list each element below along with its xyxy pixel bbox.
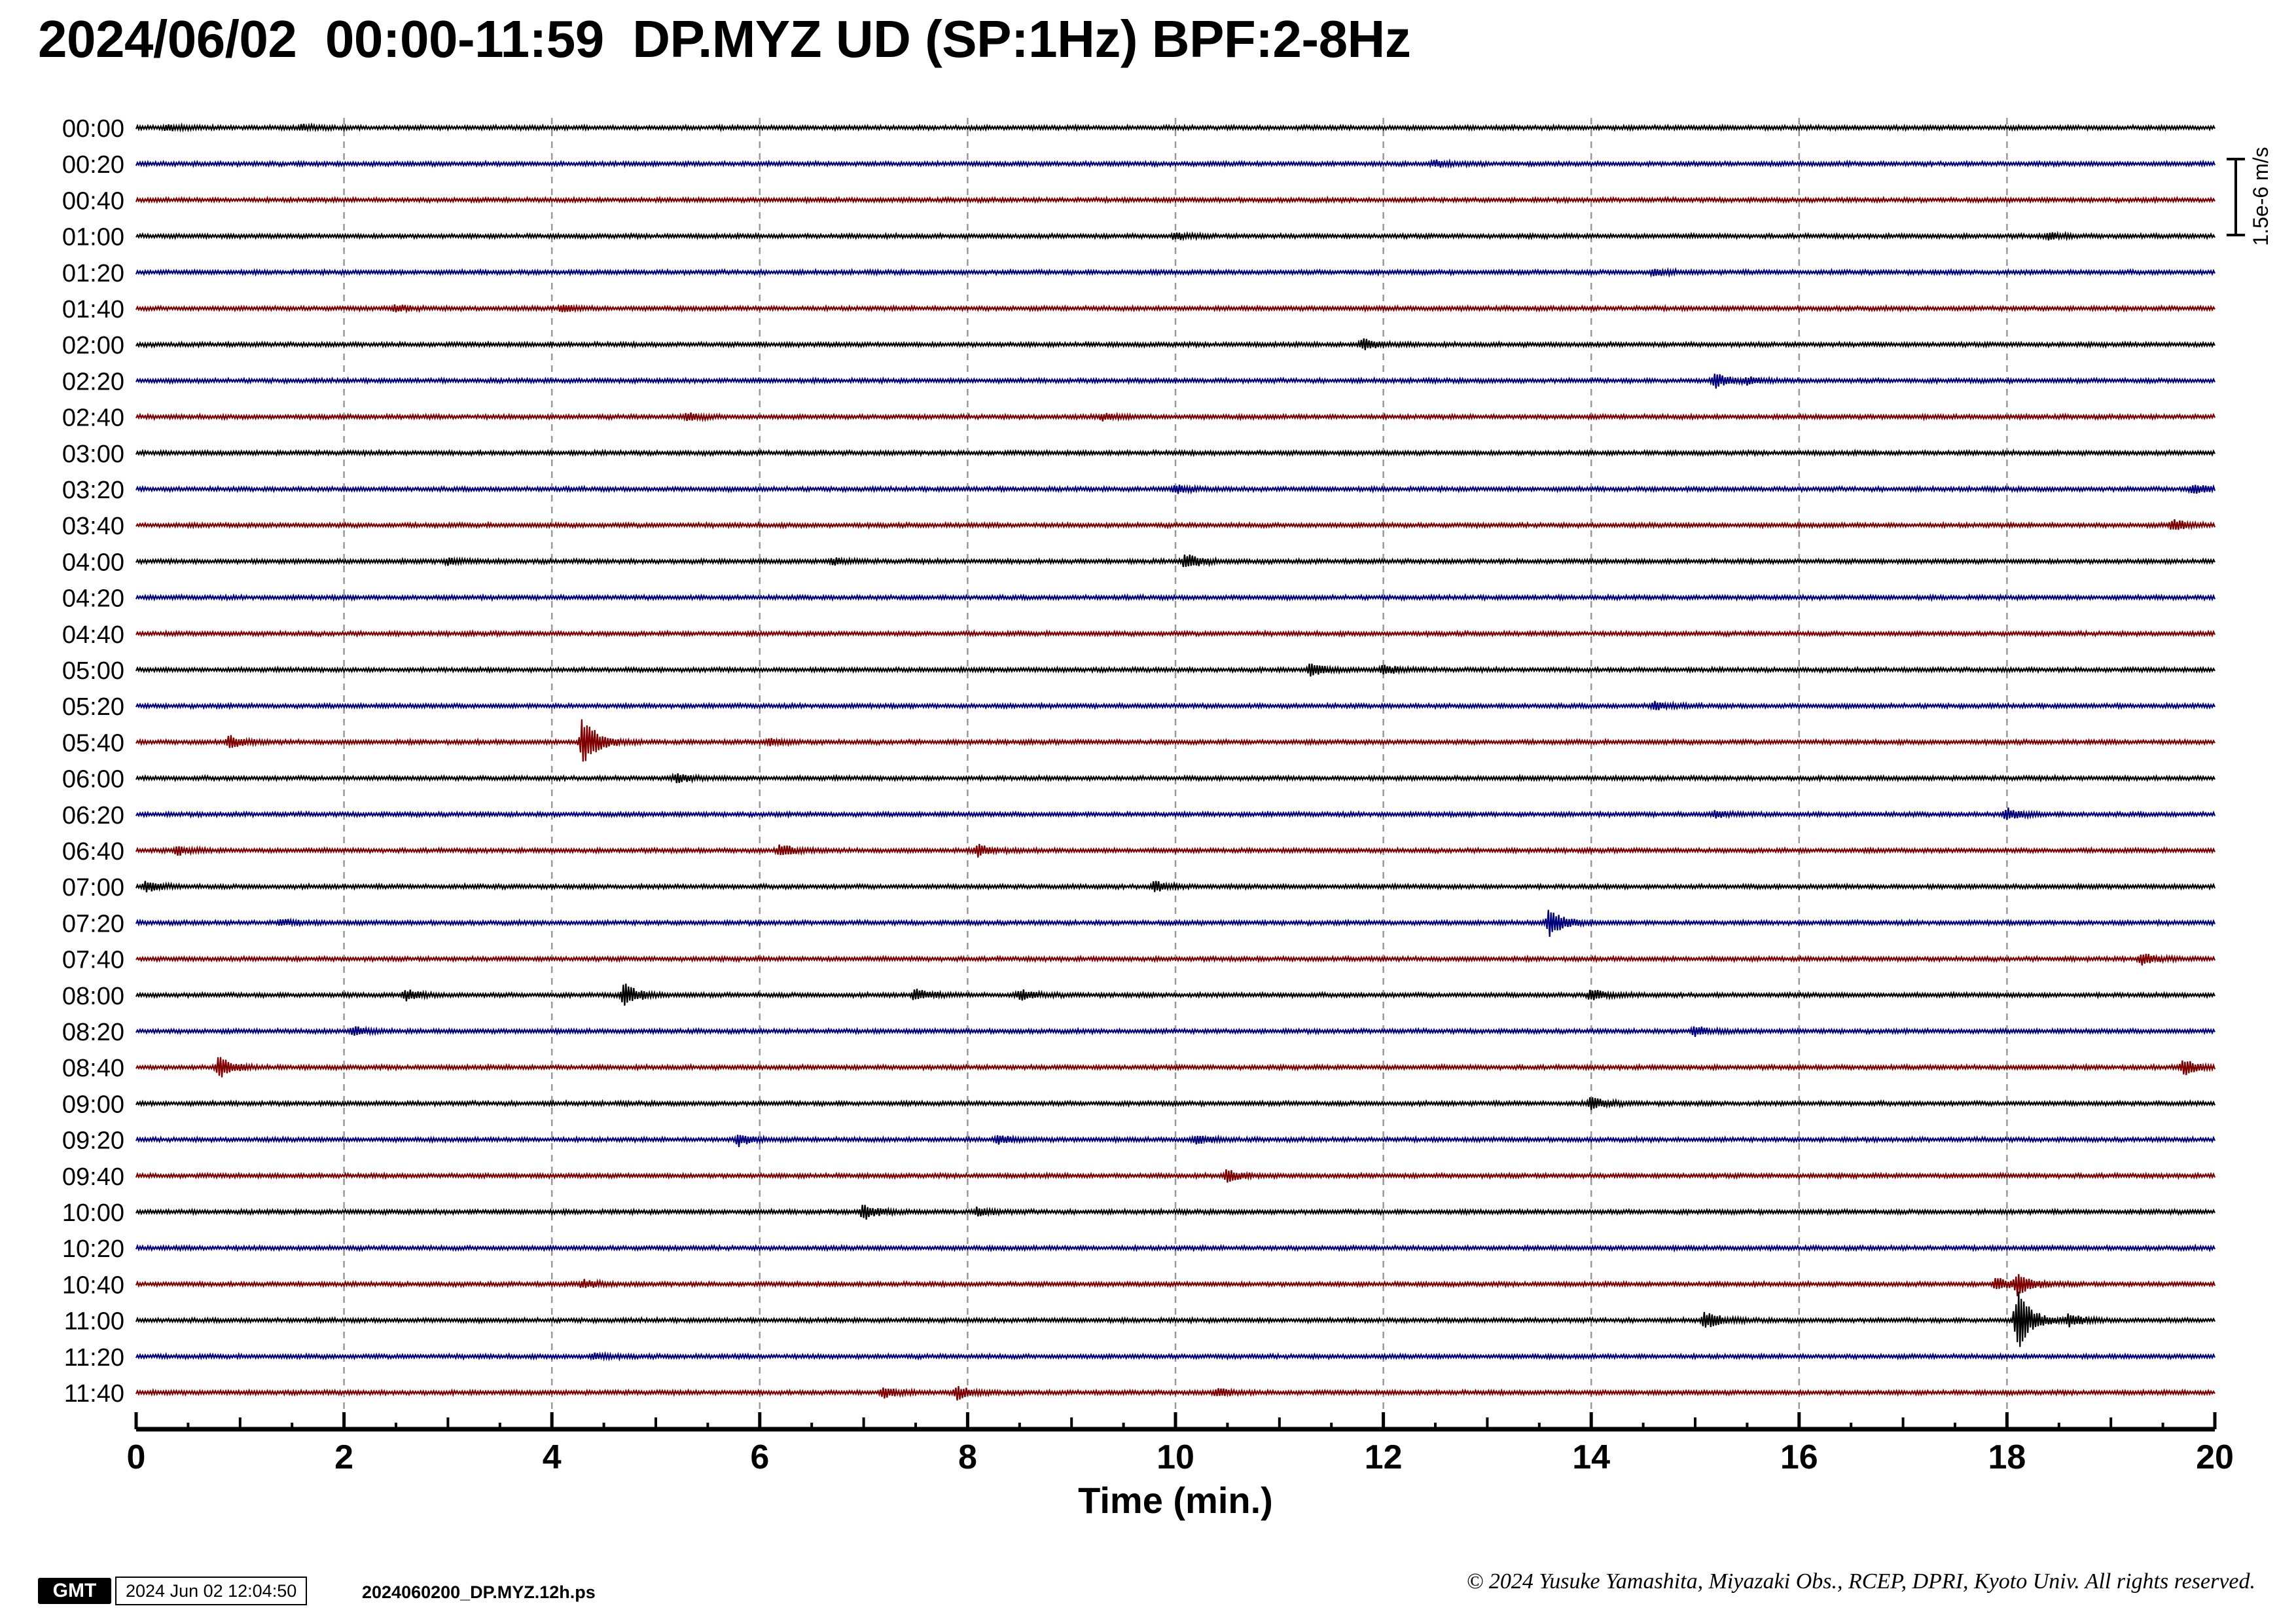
trace-1000: [135, 1205, 2215, 1220]
trace-label: 01:40: [62, 296, 124, 323]
gmt-logo: GMT: [38, 1578, 111, 1604]
x-tick-label: 12: [1365, 1438, 1403, 1476]
file-name: 2024060200_DP.MYZ.12h.ps: [362, 1582, 596, 1602]
trace-1120: [135, 1351, 2216, 1362]
trace-label: 09:00: [62, 1091, 124, 1118]
x-tick-label: 16: [1780, 1438, 1818, 1476]
trace-0900: [135, 1097, 2216, 1110]
trace-label: 05:40: [62, 729, 124, 757]
trace-label: 07:40: [62, 947, 124, 974]
trace-label: 06:40: [62, 838, 124, 866]
trace-time-labels: 00:00 00:20 00:40 01:00 01:20 01:40 02:00 02:20…: [62, 115, 124, 1408]
trace-0400: [135, 554, 2215, 568]
trace-0040: [135, 195, 2215, 205]
time-gridlines: [343, 118, 2008, 1419]
trace-0420: [135, 593, 2216, 602]
x-tick-label: 0: [127, 1438, 146, 1476]
trace-label: 04:00: [62, 549, 124, 576]
trace-0700: [135, 881, 2216, 892]
trace-0120: [135, 266, 2215, 278]
trace-label: 08:20: [62, 1019, 124, 1046]
trace-0020: [135, 158, 2216, 169]
trace-0840: [135, 1057, 2216, 1078]
trace-0520: [135, 700, 2215, 712]
generation-timestamp: 2024 Jun 02 12:04:50: [115, 1577, 308, 1605]
trace-0100: [135, 230, 2215, 242]
trace-label: 01:00: [62, 224, 124, 251]
trace-label: 06:20: [62, 802, 124, 830]
trace-0740: [135, 953, 2216, 966]
trace-0500: [135, 663, 2215, 677]
trace-label: 03:20: [62, 477, 124, 504]
trace-label: 03:40: [62, 513, 124, 540]
trace-1020: [135, 1243, 2215, 1253]
x-axis-label: Time (min.): [1078, 1480, 1273, 1521]
trace-0620: [135, 807, 2216, 820]
trace-0320: [135, 484, 2216, 495]
trace-label: 00:40: [62, 187, 124, 215]
trace-0440: [135, 629, 2216, 638]
trace-label: 11:20: [64, 1344, 124, 1372]
x-tick-label: 2: [334, 1438, 353, 1476]
trace-label: 10:00: [62, 1199, 124, 1227]
trace-label: 09:20: [62, 1127, 124, 1155]
trace-0920: [135, 1134, 2216, 1148]
trace-label: 09:40: [62, 1163, 124, 1191]
trace-label: 10:40: [62, 1271, 124, 1299]
trace-label: 07:20: [62, 910, 124, 938]
trace-label: 00:20: [62, 151, 124, 179]
trace-label: 07:00: [62, 874, 124, 902]
trace-label: 01:20: [62, 260, 124, 287]
trace-0240: [135, 411, 2216, 423]
trace-label: 00:00: [62, 115, 124, 143]
trace-label: 08:00: [62, 983, 124, 1010]
trace-label: 06:00: [62, 766, 124, 793]
x-tick-label: 8: [958, 1438, 977, 1476]
trace-label: 11:00: [64, 1308, 124, 1336]
trace-label: 10:20: [62, 1235, 124, 1263]
chart-title: 2024/06/02 00:00-11:59 DP.MYZ UD (SP:1Hz…: [38, 10, 1411, 68]
x-tick-label: 14: [1572, 1438, 1610, 1476]
trace-0540: [135, 719, 2215, 762]
trace-label: 08:40: [62, 1055, 124, 1082]
copyright-notice: © 2024 Yusuke Yamashita, Miyazaki Obs., …: [1466, 1569, 2255, 1594]
amplitude-scale-bar: 1.5e-6 m/s: [2227, 147, 2272, 246]
x-tick-label: 18: [1988, 1438, 2026, 1476]
trace-0800: [135, 983, 2215, 1006]
trace-0340: [135, 519, 2216, 531]
trace-0200: [135, 338, 2215, 350]
trace-1040: [135, 1274, 2216, 1296]
trace-label: 02:00: [62, 332, 124, 359]
trace-label: 02:40: [62, 405, 124, 432]
trace-label: 04:40: [62, 621, 124, 649]
trace-0820: [135, 1025, 2215, 1037]
trace-label: 02:20: [62, 368, 124, 395]
trace-label: 05:00: [62, 657, 124, 685]
scale-bar-label: 1.5e-6 m/s: [2249, 147, 2272, 246]
x-tick-label: 20: [2196, 1438, 2234, 1476]
x-tick-label: 4: [543, 1438, 562, 1476]
trace-label: 05:20: [62, 693, 124, 721]
trace-0220: [135, 373, 2216, 389]
x-tick-label: 10: [1157, 1438, 1194, 1476]
trace-0640: [135, 843, 2216, 858]
x-tick-label: 6: [750, 1438, 769, 1476]
trace-0140: [135, 303, 2215, 314]
trace-0300: [135, 448, 2215, 458]
trace-1100: [135, 1291, 2215, 1347]
trace-0720: [135, 909, 2216, 938]
trace-1140: [135, 1385, 2215, 1401]
trace-label: 03:00: [62, 441, 124, 468]
trace-0000: [135, 122, 2215, 133]
trace-0600: [135, 772, 2215, 784]
x-axis: 0 2 4 6 8 10 12 14 16 18 20 Time (min.): [127, 1412, 2234, 1521]
trace-label: 11:40: [64, 1380, 124, 1408]
trace-label: 04:20: [62, 585, 124, 613]
seismogram-traces: [135, 122, 2216, 1401]
trace-0940: [135, 1169, 2216, 1183]
